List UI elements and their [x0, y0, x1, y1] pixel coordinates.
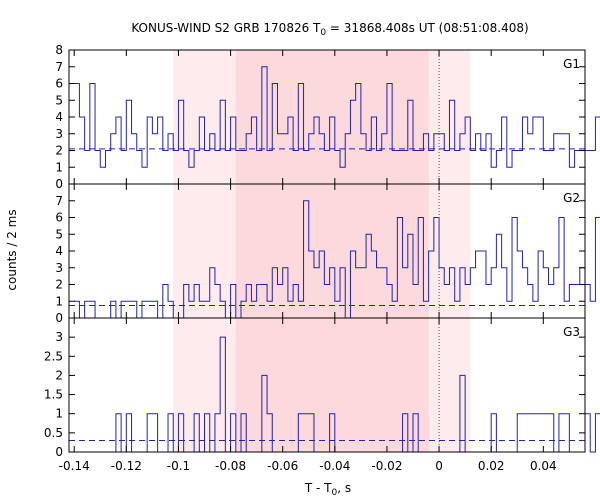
panels-group: 0 1 2 3 4 5 6 7 8 G1 0 1 2 3 4 5 6 7 G2 0 0.5 1 1.5 2 2.5 3 G3 -0.1… — [44, 43, 600, 473]
y-tick-label: 1 — [55, 407, 63, 421]
y-axis-label: counts / 2 ms — [5, 209, 19, 290]
y-tick-label: 2 — [55, 368, 63, 382]
y-tick-label: 2.5 — [44, 349, 63, 363]
series-line-g1 — [74, 66, 600, 168]
shaded-region-dark — [235, 184, 429, 318]
series-line-g2 — [74, 200, 600, 319]
y-tick-label: 2 — [55, 278, 63, 292]
panel-g3: 0 0.5 1 1.5 2 2.5 3 G3 — [44, 317, 600, 459]
x-tick-label: -0.12 — [111, 459, 142, 473]
panel-label-g3: G3 — [563, 325, 580, 339]
x-tick-label: -0.14 — [59, 459, 90, 473]
y-tick-label: 5 — [55, 93, 63, 107]
y-tick-label: 6 — [55, 77, 63, 91]
y-tick-label: 0 — [55, 311, 63, 325]
panel-label-g2: G2 — [563, 191, 580, 205]
y-tick-label: 0 — [55, 177, 63, 191]
y-tick-label: 3 — [55, 127, 63, 141]
y-tick-label: 0.5 — [44, 426, 63, 440]
panel-g2: 0 1 2 3 4 5 6 7 G2 — [55, 183, 600, 325]
x-tick-label: -0.02 — [371, 459, 402, 473]
panel-g1: 0 1 2 3 4 5 6 7 8 G1 — [55, 43, 600, 191]
chart-title: KONUS-WIND S2 GRB 170826 T0 = 31868.408s… — [131, 21, 528, 38]
x-tick-label: 0 — [435, 459, 443, 473]
x-tick-label: -0.06 — [267, 459, 298, 473]
y-tick-label: 1 — [55, 160, 63, 174]
x-tick-label: -0.04 — [319, 459, 350, 473]
y-tick-label: 4 — [55, 110, 63, 124]
y-tick-label: 7 — [55, 60, 63, 74]
panel-label-g1: G1 — [563, 57, 580, 71]
y-tick-label: 1.5 — [44, 388, 63, 402]
x-tick-label: 0.02 — [478, 459, 505, 473]
x-axis-label: T - T0, s — [304, 481, 351, 498]
x-tick-label: -0.08 — [215, 459, 246, 473]
y-tick-label: 3 — [55, 330, 63, 344]
y-tick-label: 8 — [55, 43, 63, 57]
y-tick-label: 1 — [55, 294, 63, 308]
shaded-region-dark — [235, 318, 429, 452]
y-tick-label: 5 — [55, 227, 63, 241]
panel-frame — [68, 317, 586, 453]
y-tick-label: 6 — [55, 211, 63, 225]
y-tick-label: 0 — [55, 445, 63, 459]
y-tick-label: 4 — [55, 244, 63, 258]
x-tick-label: -0.1 — [167, 459, 190, 473]
y-tick-label: 2 — [55, 144, 63, 158]
y-tick-label: 3 — [55, 261, 63, 275]
y-tick-label: 7 — [55, 194, 63, 208]
x-tick-label: 0.04 — [530, 459, 557, 473]
